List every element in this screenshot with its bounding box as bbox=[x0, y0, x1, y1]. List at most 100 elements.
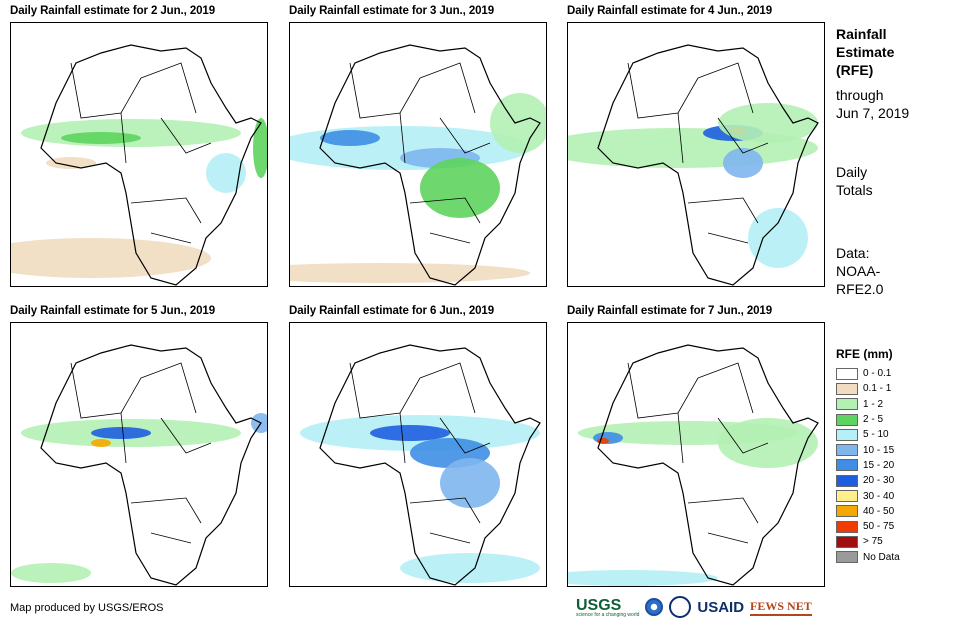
africa-outline bbox=[597, 344, 819, 586]
legend-swatch bbox=[836, 490, 858, 503]
data-source-line-1: NOAA- bbox=[836, 263, 881, 279]
title-line-2: Estimate bbox=[836, 44, 895, 60]
country-border bbox=[439, 417, 491, 454]
country-border bbox=[70, 362, 142, 419]
rainfall-area bbox=[91, 427, 151, 439]
legend-swatch bbox=[836, 428, 858, 441]
title-line-1: Rainfall bbox=[836, 26, 887, 42]
country-border bbox=[429, 232, 471, 244]
usaid-logo: USAID bbox=[697, 598, 745, 616]
panel-title-6: Daily Rainfall estimate for 7 Jun., 2019 bbox=[567, 305, 772, 317]
rainfall-area bbox=[490, 93, 546, 153]
country-border bbox=[399, 112, 406, 164]
africa-outline bbox=[40, 44, 262, 286]
legend-item: 2 - 5 bbox=[836, 412, 900, 427]
legend-label: 15 - 20 bbox=[863, 459, 895, 471]
country-border bbox=[349, 362, 421, 419]
country-border bbox=[697, 362, 754, 414]
country-border bbox=[627, 62, 699, 119]
rainfall-area bbox=[320, 130, 380, 146]
rainfall-area bbox=[253, 118, 267, 178]
country-border bbox=[717, 417, 769, 454]
data-source: Data: NOAA- RFE2.0 bbox=[836, 244, 883, 298]
legend-item: 20 - 30 bbox=[836, 473, 900, 488]
africa-outline bbox=[40, 344, 262, 586]
country-border bbox=[409, 497, 481, 524]
country-border bbox=[409, 197, 481, 224]
through-value: Jun 7, 2019 bbox=[836, 105, 910, 121]
country-border bbox=[429, 532, 471, 544]
legend-label: 50 - 75 bbox=[863, 521, 895, 533]
rainfall-area bbox=[370, 425, 450, 441]
panel-title-5: Daily Rainfall estimate for 6 Jun., 2019 bbox=[289, 305, 494, 317]
panel-title-2: Daily Rainfall estimate for 3 Jun., 2019 bbox=[289, 5, 494, 17]
country-border bbox=[687, 197, 759, 224]
fews-net-logo: FEWS NET bbox=[750, 599, 812, 616]
rainfall-area bbox=[21, 119, 241, 147]
legend-item: 40 - 50 bbox=[836, 504, 900, 519]
legend-item: 10 - 15 bbox=[836, 442, 900, 457]
africa-outline bbox=[319, 44, 541, 286]
data-source-line-2: RFE2.0 bbox=[836, 281, 884, 297]
legend-title: RFE (mm) bbox=[836, 347, 893, 361]
legend-swatch bbox=[836, 474, 858, 487]
legend-label: 20 - 30 bbox=[863, 475, 895, 487]
rainfall-area bbox=[748, 208, 808, 268]
legend-swatch bbox=[836, 459, 858, 472]
country-border bbox=[707, 232, 749, 244]
legend-label: 5 - 10 bbox=[863, 429, 889, 441]
usaid-seal-icon bbox=[669, 596, 692, 618]
rainfall-area bbox=[206, 153, 246, 193]
usgs-logo: USGS science for a changing world bbox=[576, 597, 639, 618]
legend-item: 0 - 0.1 bbox=[836, 366, 900, 381]
country-border bbox=[697, 62, 754, 114]
legend-swatch bbox=[836, 382, 858, 395]
legend-label: No Data bbox=[863, 551, 900, 563]
legend: 0 - 0.1 0.1 - 1 1 - 2 2 - 5 5 - 10 10 - 15 15 … bbox=[836, 366, 900, 565]
legend-label: 0.1 - 1 bbox=[863, 383, 892, 395]
rainfall-map-2 bbox=[289, 22, 547, 287]
map-credit: Map produced by USGS/EROS bbox=[10, 602, 164, 614]
rainfall-area bbox=[718, 103, 818, 143]
logo-bar: USGS science for a changing world USAID … bbox=[576, 596, 812, 618]
rainfall-area bbox=[440, 458, 500, 508]
legend-item: 15 - 20 bbox=[836, 458, 900, 473]
rainfall-area bbox=[290, 263, 530, 283]
rainfall-map-6 bbox=[567, 322, 825, 587]
country-border bbox=[140, 362, 197, 414]
country-border bbox=[687, 497, 759, 524]
country-border bbox=[130, 197, 202, 224]
country-border bbox=[150, 232, 192, 244]
legend-swatch bbox=[836, 367, 858, 380]
rainfall-area bbox=[597, 438, 609, 444]
totals-label: Totals bbox=[836, 182, 873, 198]
rainfall-area bbox=[400, 553, 540, 583]
country-border bbox=[717, 117, 769, 154]
legend-label: 2 - 5 bbox=[863, 414, 884, 426]
country-border bbox=[120, 412, 127, 464]
rainfall-area bbox=[46, 157, 96, 169]
rainfall-area bbox=[11, 563, 91, 583]
legend-swatch bbox=[836, 413, 858, 426]
country-border bbox=[160, 117, 212, 154]
legend-item: 30 - 40 bbox=[836, 488, 900, 503]
usgs-tagline: science for a changing world bbox=[576, 611, 640, 618]
country-border bbox=[399, 412, 406, 464]
panel-title-1: Daily Rainfall estimate for 2 Jun., 2019 bbox=[10, 5, 215, 17]
country-border bbox=[439, 117, 491, 154]
rainfall-area bbox=[11, 238, 211, 278]
legend-item: 0.1 - 1 bbox=[836, 381, 900, 396]
legend-item: 50 - 75 bbox=[836, 519, 900, 534]
rainfall-map-5 bbox=[289, 322, 547, 587]
country-border bbox=[160, 417, 212, 454]
legend-label: 0 - 0.1 bbox=[863, 368, 892, 380]
country-border bbox=[130, 497, 202, 524]
rainfall-map-1 bbox=[10, 22, 268, 287]
through-label: through bbox=[836, 87, 884, 103]
rainfall-map-4 bbox=[10, 322, 268, 587]
daily-totals: Daily Totals bbox=[836, 163, 873, 199]
daily-label: Daily bbox=[836, 164, 868, 180]
rainfall-area bbox=[723, 148, 763, 178]
country-border bbox=[349, 62, 421, 119]
country-border bbox=[70, 62, 142, 119]
